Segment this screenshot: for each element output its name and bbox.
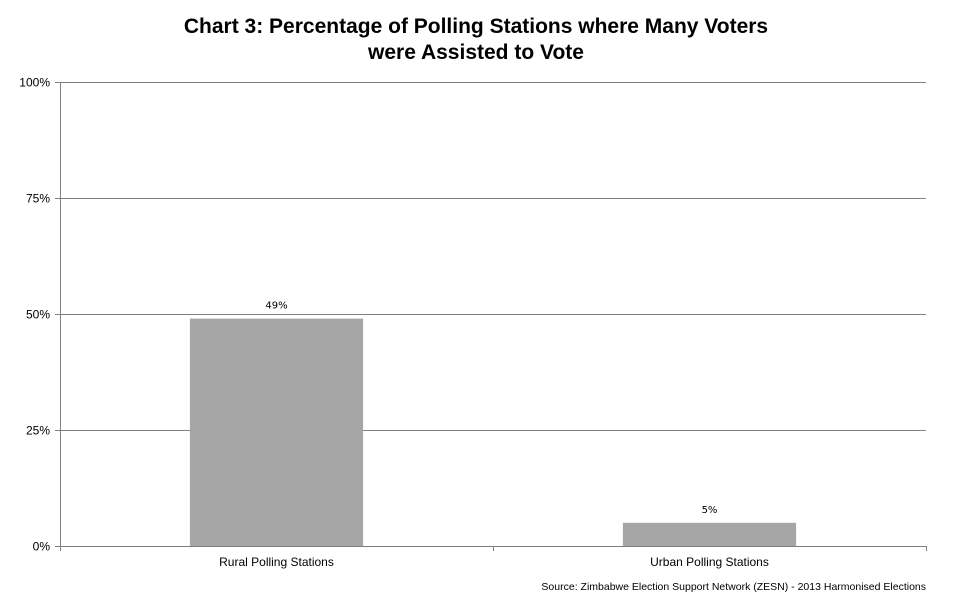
y-tick-label: 50% — [26, 308, 50, 322]
labels: 0% 25% 50% 75% 100% 49% Rural Polling Stations… — [19, 76, 769, 570]
y-tick-label: 25% — [26, 424, 50, 438]
data-label: 49% — [265, 301, 287, 312]
x-category-label: Rural Polling Stations — [219, 555, 334, 569]
data-label: 5% — [702, 505, 718, 516]
y-tick-label: 0% — [33, 540, 51, 554]
x-category-label: Urban Polling Stations — [650, 555, 769, 569]
axes — [55, 82, 927, 551]
y-tick-label: 100% — [19, 76, 50, 90]
bars — [189, 318, 797, 546]
source-note: Source: Zimbabwe Election Support Networ… — [541, 581, 926, 593]
chart-title-line-2: were Assisted to Vote — [368, 41, 584, 64]
chart-title-line-1: Chart 3: Percentage of Polling Stations … — [183, 15, 769, 38]
chart-title: Chart 3: Percentage of Polling Stations … — [0, 14, 952, 66]
bar-rural — [189, 318, 364, 546]
bar-urban — [622, 522, 797, 546]
y-tick-label: 75% — [26, 192, 50, 206]
